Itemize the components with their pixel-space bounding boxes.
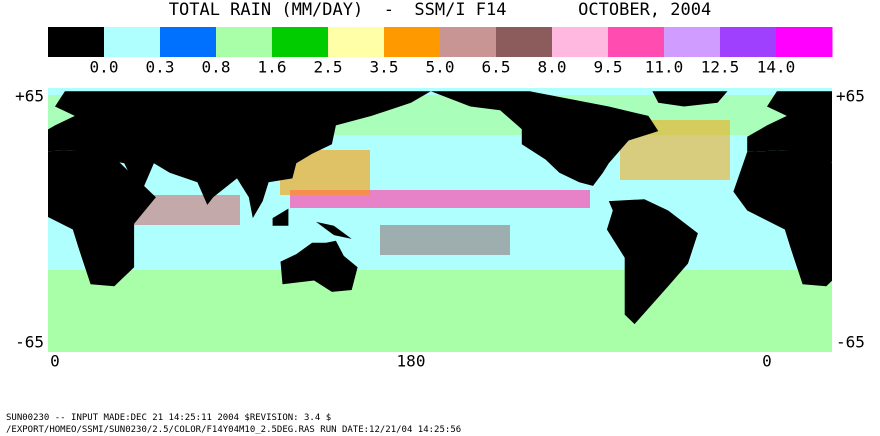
spcz-rain <box>380 225 510 255</box>
colorbar-swatch <box>608 27 665 57</box>
eurasia <box>48 91 431 219</box>
colorbar-swatch <box>776 27 833 57</box>
title: TOTAL RAIN (MM/DAY) - SSM/I F14 OCTOBER,… <box>169 0 711 20</box>
south-america <box>606 199 698 325</box>
new-guinea <box>316 221 352 239</box>
colorbar-swatch <box>104 27 161 57</box>
lon-label: 0 <box>50 352 60 371</box>
colorbar-swatch <box>272 27 329 57</box>
colorbar-label: 2.5 <box>314 58 343 77</box>
lon-label: 0 <box>762 352 772 371</box>
colorbar-swatch <box>48 27 105 57</box>
southern-band <box>48 270 832 352</box>
colorbar-label: 0.8 <box>202 58 231 77</box>
colorbar-swatch <box>216 27 273 57</box>
colorbar-swatch <box>440 27 497 57</box>
colorbar-label: 12.5 <box>701 58 740 77</box>
colorbar-swatch <box>552 27 609 57</box>
colorbar-swatch <box>664 27 721 57</box>
australia <box>280 240 358 292</box>
north-america <box>430 91 659 186</box>
lat-label: +65 <box>15 87 44 106</box>
colorbar-label: 5.0 <box>426 58 455 77</box>
colorbar-swatch <box>384 27 441 57</box>
colorbar: 0.0 0.3 0.8 1.6 2.5 3.5 5.0 6.5 8.0 9.5 11.0 12.5 14… <box>48 27 833 77</box>
lat-label: -65 <box>836 333 865 352</box>
africa <box>733 150 832 287</box>
footer-line: SUN00230 -- INPUT MADE:DEC 21 14:25:11 2… <box>6 413 331 423</box>
eurasia <box>747 91 832 163</box>
colorbar-label: 11.0 <box>645 58 684 77</box>
colorbar-swatch <box>328 27 385 57</box>
colorbar-label: 6.5 <box>482 58 511 77</box>
greenland <box>652 91 728 107</box>
greenland <box>0 91 16 106</box>
colorbar-label: 0.3 <box>146 58 175 77</box>
colorbar-label: 3.5 <box>370 58 399 77</box>
lat-label: +65 <box>836 87 865 106</box>
footer-line: /EXPORT/HOMEO/SSMI/SUN0230/2.5/COLOR/F14… <box>6 425 461 435</box>
colorbar-label: 1.6 <box>258 58 287 77</box>
colorbar-label: 14.0 <box>757 58 796 77</box>
borneo <box>272 208 289 226</box>
colorbar-swatch <box>160 27 217 57</box>
colorbar-swatch <box>720 27 777 57</box>
colorbar-label: 8.0 <box>538 58 567 77</box>
colorbar-label: 9.5 <box>594 58 623 77</box>
lat-label: -65 <box>15 333 44 352</box>
africa <box>48 150 156 287</box>
colorbar-label: 0.0 <box>90 58 119 77</box>
lon-label: 180 <box>397 352 426 371</box>
map <box>0 88 832 352</box>
land <box>0 91 832 325</box>
colorbar-swatch <box>496 27 553 57</box>
